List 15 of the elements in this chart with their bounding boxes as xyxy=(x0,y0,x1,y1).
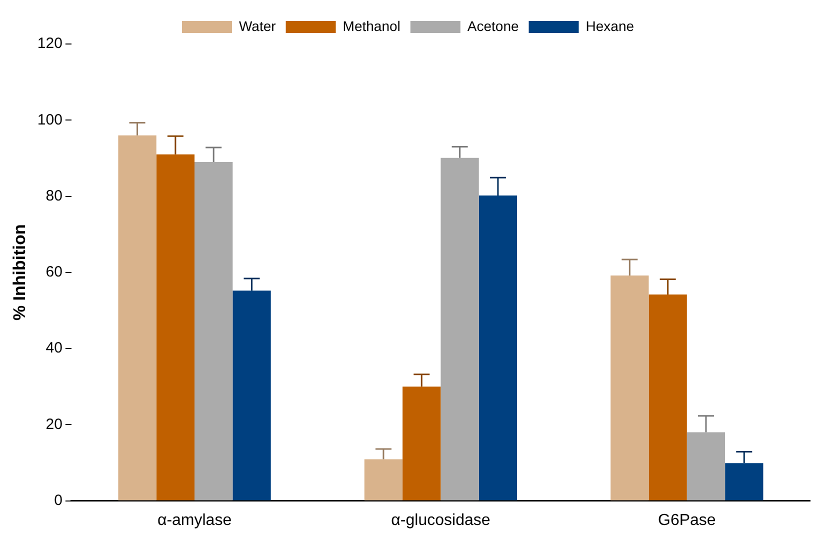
legend-label: Acetone xyxy=(467,18,519,34)
legend-label: Methanol xyxy=(342,18,400,34)
y-tick-label: 80 xyxy=(46,187,62,204)
y-tick-label: 120 xyxy=(37,35,62,52)
y-tick-label: 60 xyxy=(46,264,62,281)
x-tick-label: α-glucosidase xyxy=(391,512,490,529)
y-tick-label: 100 xyxy=(37,111,62,128)
x-tick-label: G6Pase xyxy=(658,512,716,529)
y-axis-title: % Inhibition xyxy=(10,224,29,321)
y-tick-label: 40 xyxy=(46,340,62,357)
y-tick-label: 20 xyxy=(46,416,62,433)
x-tick-label: α-amylase xyxy=(157,512,232,529)
legend-label: Water xyxy=(238,18,276,34)
y-tick-label: 0 xyxy=(54,492,62,509)
legend-label: Hexane xyxy=(586,18,634,34)
